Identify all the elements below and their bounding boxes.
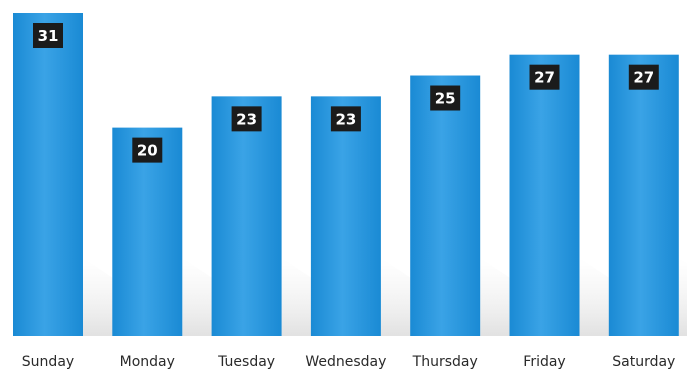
data-label-box bbox=[132, 137, 163, 163]
bar-tuesday bbox=[211, 96, 282, 337]
category-label-thursday: Thursday bbox=[412, 354, 478, 369]
bar-shadow-thursday bbox=[480, 258, 511, 336]
category-label-wednesday: Wednesday bbox=[305, 354, 386, 369]
data-label-sunday: 31 bbox=[33, 23, 63, 48]
data-label-wednesday: 23 bbox=[330, 106, 361, 132]
bar-thursday bbox=[410, 75, 481, 337]
data-label-tuesday: 23 bbox=[231, 106, 262, 132]
data-label-monday: 20 bbox=[132, 137, 163, 163]
bar-saturday bbox=[608, 54, 679, 336]
data-label-thursday: 25 bbox=[430, 85, 461, 111]
data-label-text: 23 bbox=[236, 110, 257, 128]
category-label-friday: Friday bbox=[523, 354, 565, 369]
bar-shadows bbox=[83, 258, 687, 336]
category-label-tuesday: Tuesday bbox=[217, 354, 275, 369]
data-label-box bbox=[231, 106, 262, 132]
data-label-box bbox=[628, 64, 659, 90]
category-labels: Sunday Monday Tuesday Wednesday Thursday Frid… bbox=[22, 354, 676, 369]
data-label-box bbox=[33, 23, 63, 48]
category-label-monday: Monday bbox=[120, 354, 175, 369]
data-label-text: 27 bbox=[633, 69, 654, 87]
data-label-box bbox=[330, 106, 361, 132]
data-label-text: 25 bbox=[435, 90, 456, 108]
data-label-box bbox=[430, 85, 461, 111]
bar-sunday bbox=[13, 13, 83, 336]
bar-shadow-sunday bbox=[83, 258, 113, 336]
data-label-friday: 27 bbox=[529, 64, 560, 90]
data-label-text: 20 bbox=[137, 142, 158, 160]
bar-shadow-monday bbox=[182, 258, 213, 336]
category-label-sunday: Sunday bbox=[22, 354, 74, 369]
data-label-box bbox=[529, 64, 560, 90]
data-label-text: 27 bbox=[534, 69, 555, 87]
data-label-text: 31 bbox=[38, 27, 59, 45]
bar-shadow-friday bbox=[579, 258, 610, 336]
bar-wednesday bbox=[310, 96, 381, 337]
bar-shadow-tuesday bbox=[281, 258, 312, 336]
bar-shadow-saturday bbox=[678, 258, 687, 336]
bars bbox=[13, 13, 679, 337]
bar-friday bbox=[509, 54, 580, 336]
bar-shadow-wednesday bbox=[380, 258, 411, 336]
data-labels: 31 20 23 23 25 27 27 bbox=[33, 23, 659, 163]
data-label-text: 23 bbox=[335, 110, 356, 128]
category-label-saturday: Saturday bbox=[612, 354, 675, 369]
data-label-saturday: 27 bbox=[628, 64, 659, 90]
